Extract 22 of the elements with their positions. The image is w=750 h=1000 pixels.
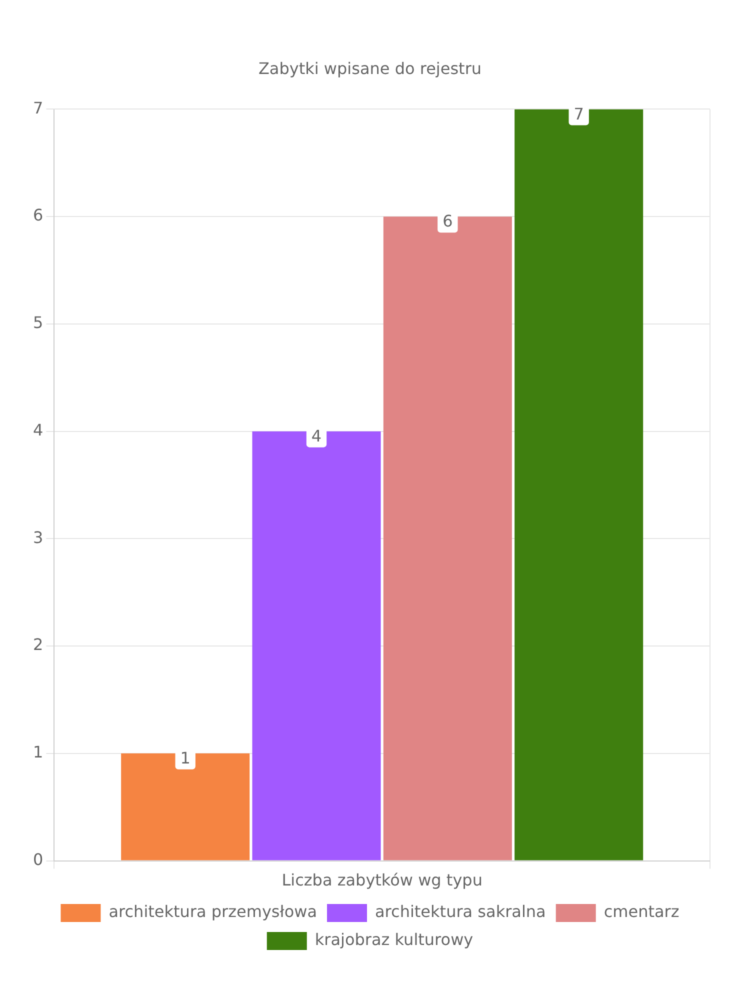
legend-label: architektura sakralna [374, 902, 546, 922]
y-tick-label: 1 [32, 742, 44, 762]
x-tick-label: Liczba zabytków wg typu [282, 870, 482, 890]
bar [383, 216, 512, 860]
legend-label: krajobraz kulturowy [314, 930, 474, 950]
y-tick-label: 4 [32, 420, 44, 440]
bar [121, 753, 250, 860]
data-label: 7 [574, 104, 584, 124]
chart-title: Zabytki wpisane do rejestru [258, 58, 482, 78]
legend-label: cmentarz [604, 902, 680, 922]
data-label: 1 [180, 748, 190, 768]
y-tick-label: 7 [32, 98, 44, 118]
y-tick-label: 6 [32, 206, 44, 225]
bar [514, 109, 644, 860]
y-tick-label: 2 [32, 635, 44, 654]
y-tick-label: 5 [32, 313, 44, 332]
y-tick-label: 3 [32, 528, 44, 547]
y-tick-label: 0 [32, 850, 44, 869]
bar [252, 431, 381, 860]
data-label: 4 [311, 426, 322, 446]
legend-label: architektura przemysłowa [108, 902, 318, 922]
data-label: 6 [442, 212, 453, 231]
